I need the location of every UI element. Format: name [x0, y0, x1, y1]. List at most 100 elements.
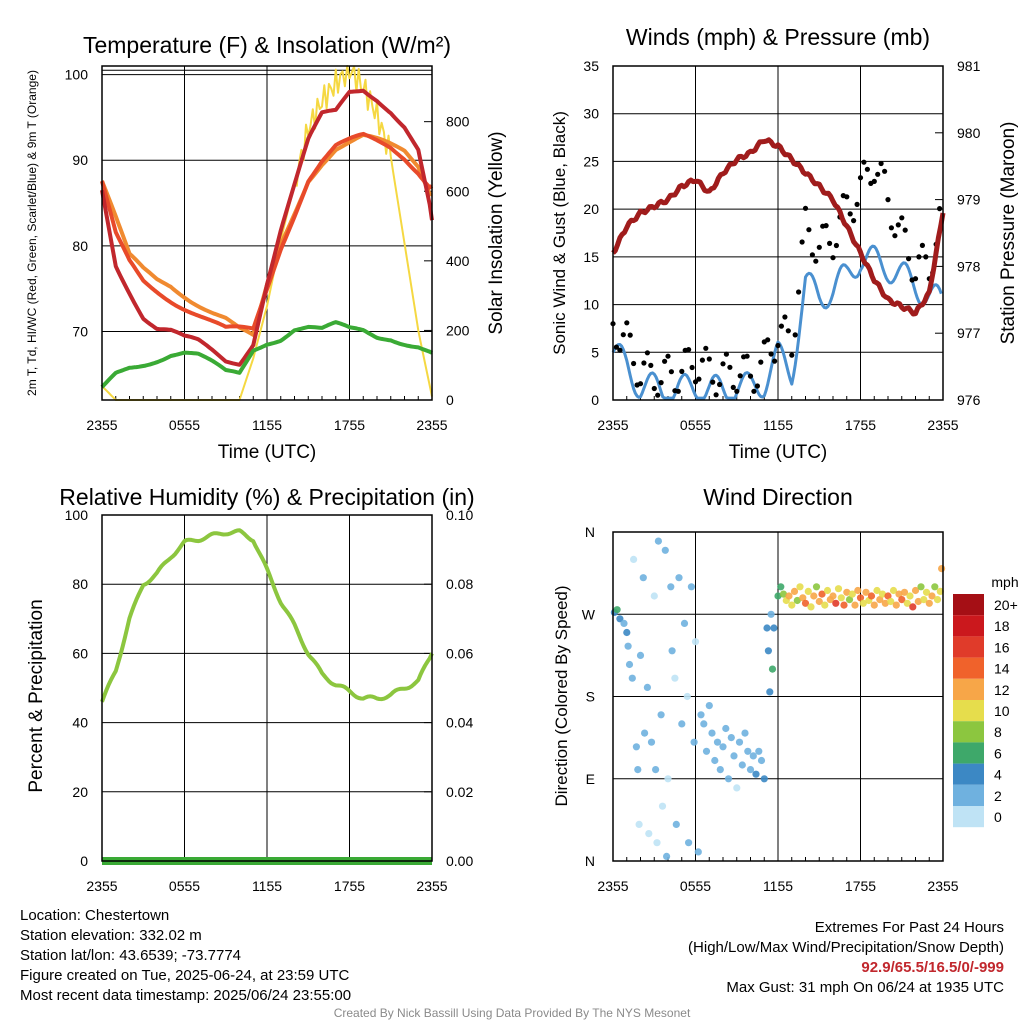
x-tick-label: 2355 [416, 417, 447, 433]
extremes-values: 92.9/65.5/16.5/0/-999 [861, 959, 1004, 976]
direction-point [653, 839, 661, 847]
x-tick-label: 1155 [763, 878, 793, 894]
gust-point [665, 353, 671, 359]
direction-point [815, 597, 823, 606]
panel-title: Relative Humidity (%) & Precipitation (i… [59, 484, 474, 510]
gust-point [882, 168, 888, 174]
direction-point [652, 766, 660, 774]
direction-point [763, 624, 771, 632]
direction-point [654, 537, 663, 545]
extremes-title: Extremes For Past 24 Hours [814, 919, 1004, 936]
direction-point [635, 820, 643, 829]
colorbar-swatch [953, 721, 984, 743]
gust-point [641, 360, 647, 366]
direction-point [887, 597, 895, 606]
direction-point [801, 599, 810, 607]
y-tick-label: 20 [583, 201, 599, 217]
gust-point [902, 227, 908, 233]
direction-point [683, 692, 691, 701]
direction-point [804, 587, 812, 596]
colorbar-swatch [953, 657, 984, 679]
direction-point [675, 574, 683, 582]
x-tick-label: 2355 [86, 878, 117, 894]
direction-point [917, 583, 925, 591]
gust-point [744, 353, 750, 359]
direction-point [719, 743, 727, 751]
direction-point [724, 775, 733, 783]
direction-point [876, 596, 884, 604]
x-tick-label: 1155 [252, 417, 282, 433]
x-tick-label: 2355 [927, 417, 958, 433]
gust-point [754, 383, 761, 389]
direction-point [708, 729, 716, 737]
gust-point [679, 368, 685, 374]
direction-point [834, 585, 843, 593]
gust-point [823, 223, 829, 229]
y-tick-label: 25 [583, 153, 599, 169]
series-line-relative-humidity [100, 528, 434, 703]
direction-point [667, 583, 675, 591]
gust-point [916, 254, 922, 260]
gust-point [703, 345, 709, 351]
direction-point [636, 651, 645, 660]
y-tick-label: 90 [72, 152, 88, 168]
gust-point [620, 332, 626, 338]
y-right-tick-label: 977 [957, 325, 981, 341]
direction-point [716, 766, 724, 774]
gust-point [816, 244, 822, 250]
gust-point [906, 256, 912, 262]
direction-point [878, 590, 887, 598]
y-tick-label: 10 [583, 297, 599, 313]
extremes-panel: Extremes For Past 24 Hours (High/Low/Max… [688, 918, 1004, 998]
gust-point [813, 258, 819, 264]
y-tick-label: 0 [591, 392, 599, 408]
direction-point [641, 729, 649, 737]
gust-point [717, 381, 723, 388]
gust-point [655, 392, 661, 398]
y-tick-label: 40 [72, 715, 88, 731]
direction-point [643, 683, 652, 692]
figure-created: Figure created on Tue, 2025-06-24, at 23… [20, 967, 350, 984]
gust-point [627, 332, 633, 338]
gust-point [799, 239, 805, 245]
direction-point [700, 720, 708, 728]
colorbar-label: 10 [994, 703, 1010, 719]
direction-point [779, 590, 788, 598]
direction-point [870, 601, 878, 609]
direction-point [895, 590, 903, 598]
colorbar-swatch [953, 742, 984, 764]
x-tick-label: 2355 [927, 878, 958, 894]
direction-point [818, 590, 826, 598]
gust-point [895, 222, 901, 228]
direction-point [925, 599, 933, 607]
direction-point [812, 583, 821, 591]
gust-point [792, 332, 798, 338]
direction-point [713, 738, 722, 746]
gust-point [830, 255, 836, 261]
gust-point [878, 160, 884, 167]
y-tick-label: 60 [72, 645, 88, 661]
direction-point [873, 586, 881, 595]
direction-point [770, 624, 778, 632]
y-tick-label: 35 [583, 58, 599, 74]
direction-point [623, 628, 631, 637]
colorbar-label: 0 [994, 809, 1002, 825]
gust-point [772, 358, 778, 364]
direction-point [898, 596, 906, 604]
gust-point [892, 233, 898, 239]
direction-point [928, 592, 936, 600]
y-tick-label: 80 [72, 238, 88, 254]
direction-point [810, 592, 818, 600]
y-right-tick-label: 980 [957, 125, 981, 141]
direction-point [620, 619, 628, 628]
y-right-tick-label: 0.00 [446, 853, 473, 869]
direction-point [931, 583, 939, 591]
gust-point [730, 384, 736, 390]
direction-point [768, 665, 777, 673]
gust-point [720, 361, 726, 367]
colorbar-label: 8 [994, 724, 1002, 740]
direction-point [848, 590, 856, 598]
x-tick-label: 0555 [680, 417, 711, 433]
direction-point [760, 775, 768, 783]
direction-point [672, 820, 680, 829]
